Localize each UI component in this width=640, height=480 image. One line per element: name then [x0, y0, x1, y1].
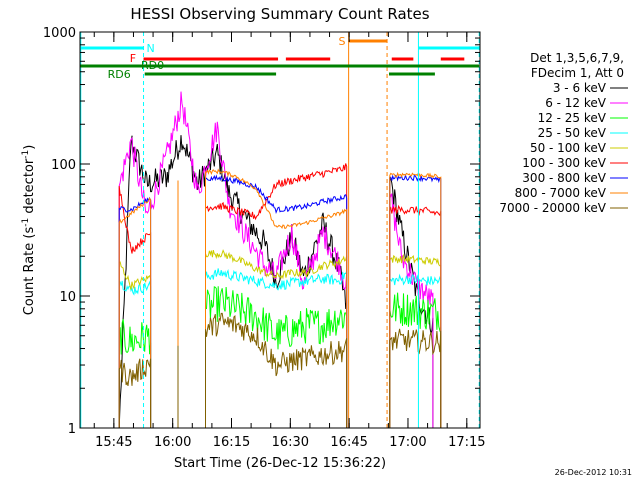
series-line-1-seg-1: [389, 193, 434, 428]
legend: Det 1,3,5,6,7,9,FDecim 1, Att 03 - 6 keV…: [499, 51, 628, 215]
series-line-2-seg-3: [389, 292, 442, 428]
series-line-3-seg-0: [118, 279, 152, 428]
series-line-3-seg-2: [205, 268, 348, 428]
legend-entry-label: 300 - 800 keV: [522, 171, 606, 185]
series-line-4-seg-2: [205, 249, 348, 428]
series-line-5-seg-3: [389, 204, 442, 428]
series-line-0-seg-1: [389, 176, 434, 428]
y-axis-label-end: ): [22, 145, 37, 150]
x-tick-label: 16:15: [213, 435, 250, 450]
y-axis-label-sup: -1: [21, 218, 31, 227]
x-tick-label: 16:00: [154, 435, 191, 450]
series-line-4-seg-0: [118, 261, 152, 428]
legend-entry-label: 800 - 7000 keV: [515, 186, 607, 200]
y-axis-label-part: Count Rate (s: [22, 227, 37, 316]
series-line-3-seg-3: [389, 273, 442, 428]
series-line-7-seg-3: [389, 171, 442, 428]
y-axis-label: Count Rate (s-1 detector-1): [21, 145, 37, 316]
legend-entry-label: 3 - 6 keV: [553, 81, 607, 95]
x-axis-label: Start Time (26-Dec-12 15:36:22): [174, 456, 386, 471]
y-tick-label: 1000: [43, 26, 76, 41]
plot-frame: [79, 31, 481, 429]
series-line-6-seg-2: [205, 174, 348, 428]
y-tick-label: 100: [51, 158, 76, 173]
y-axis-label-mid: detector: [22, 158, 37, 218]
chart-title: HESSI Observing Summary Count Rates: [130, 5, 429, 23]
series-line-7-seg-0: [118, 197, 152, 428]
y-tick-label: 10: [59, 290, 76, 305]
series-line-8-seg-2: [205, 312, 348, 428]
x-tick-label: 16:30: [272, 435, 309, 450]
flag-label-rd6: RD6: [108, 68, 131, 81]
flag-label-rd0: RD0: [141, 59, 164, 72]
legend-header-line: FDecim 1, Att 0: [531, 66, 624, 80]
series-line-2-seg-0: [118, 319, 152, 428]
series-line-6-seg-3: [389, 173, 442, 428]
flag-label-n: N: [146, 42, 154, 55]
axes-group: 1 10 100 1000 15:45 16:00 16:15 16:30 16:45 17:00…: [43, 26, 486, 450]
series-line-5-seg-0: [118, 186, 152, 428]
legend-entry-label: 6 - 12 keV: [545, 96, 607, 110]
legend-entry-label: 7000 - 20000 keV: [499, 201, 606, 215]
series-line-4-seg-3: [389, 253, 442, 428]
legend-entry-label: 12 - 25 keV: [538, 111, 607, 125]
footer-timestamp: 26-Dec-2012 10:31: [555, 468, 632, 477]
series-line-5-seg-2: [205, 163, 348, 428]
legend-header-line: Det 1,3,5,6,7,9,: [530, 51, 624, 65]
series-line-6-seg-0: [118, 196, 152, 428]
legend-entry-label: 100 - 300 keV: [522, 156, 606, 170]
flag-label-f: F: [130, 52, 136, 65]
x-tick-label: 16:45: [330, 435, 367, 450]
series-line-1-seg-0: [118, 91, 348, 428]
series-line-0-seg-0: [118, 135, 348, 429]
y-tick-label: 1: [68, 422, 76, 437]
legend-entry-label: 50 - 100 keV: [530, 141, 607, 155]
series-line-8-seg-3: [389, 328, 442, 428]
series-line-8-seg-0: [118, 358, 152, 428]
x-tick-label: 17:00: [389, 435, 426, 450]
legend-entry-label: 25 - 50 keV: [538, 126, 607, 140]
series-group: [118, 91, 442, 429]
series-line-2-seg-2: [205, 286, 348, 428]
series-line-7-seg-2: [205, 168, 348, 428]
x-tick-label: 15:45: [95, 435, 132, 450]
y-axis-label-sup2: -1: [21, 150, 31, 159]
x-tick-label: 17:15: [448, 435, 485, 450]
flags-group: NF RD0 RD6 S: [80, 32, 480, 428]
flag-label-s: S: [338, 35, 345, 48]
